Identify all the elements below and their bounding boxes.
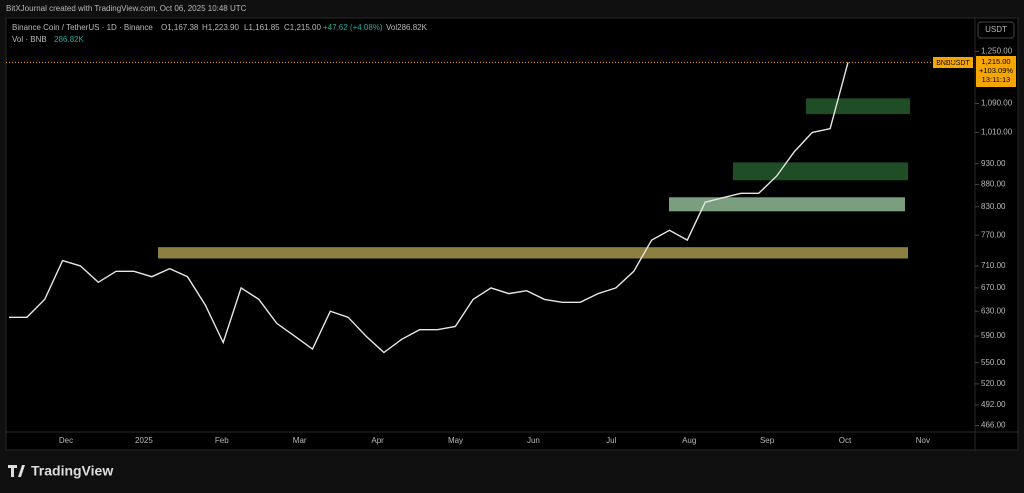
vol-label: Vol · BNB xyxy=(12,35,47,44)
y-tick-label: 590.00 xyxy=(981,331,1006,340)
y-tick-label: 466.00 xyxy=(981,421,1006,430)
y-tick-label: 670.00 xyxy=(981,283,1006,292)
volume: Vol286.82K xyxy=(386,23,428,32)
zone xyxy=(733,162,908,181)
x-tick-label: Sep xyxy=(760,436,775,445)
x-tick-label: Mar xyxy=(293,436,307,445)
price-tag-countdown: 13:11:13 xyxy=(982,75,1011,84)
ohlc-high: H1,223.90 xyxy=(202,23,239,32)
x-tick-label: Jul xyxy=(606,436,616,445)
y-tick-label: 770.00 xyxy=(981,230,1006,239)
x-tick-label: Aug xyxy=(682,436,696,445)
chart-panel xyxy=(5,17,1019,451)
tag-symbol-box xyxy=(933,57,973,68)
x-tick-label: May xyxy=(448,436,463,445)
x-tick-label: Dec xyxy=(59,436,73,445)
y-tick-label: 520.00 xyxy=(981,379,1006,388)
price-tag-change: +103.09% xyxy=(979,66,1013,75)
tag-symbol: BNBUSDT xyxy=(936,60,970,67)
y-tick-label: 492.00 xyxy=(981,400,1006,409)
change: +47.62 (+4.08%) xyxy=(323,23,383,32)
vol-value: 286.82K xyxy=(54,35,84,44)
y-tick-label: 830.00 xyxy=(981,202,1006,211)
x-tick-label: Oct xyxy=(839,436,852,445)
y-tick-label: 550.00 xyxy=(981,358,1006,367)
price-line xyxy=(9,62,849,354)
y-tick-label: 930.00 xyxy=(981,159,1006,168)
y-tick-label: 880.00 xyxy=(981,180,1006,189)
x-tick-label: Nov xyxy=(916,436,930,445)
ohlc-low: L1,161.85 xyxy=(244,23,280,32)
price-tag-box xyxy=(976,56,1016,87)
y-tick-label: 1,010.00 xyxy=(981,127,1013,136)
zone xyxy=(158,247,908,259)
x-tick-label: Jun xyxy=(527,436,540,445)
price-tag: 1,215.00 xyxy=(981,57,1010,66)
x-tick-label: Feb xyxy=(215,436,229,445)
zone xyxy=(669,197,905,212)
logo-icon xyxy=(8,465,25,477)
y-tick-label: 1,250.00 xyxy=(981,47,1013,56)
credit: BitXJournal created with TradingView.com… xyxy=(6,4,247,13)
y-tick-label: 710.00 xyxy=(981,261,1006,270)
zone xyxy=(806,98,910,115)
currency[interactable]: USDT xyxy=(985,25,1007,34)
logo: TradingView xyxy=(8,463,113,479)
x-tick-label: 2025 xyxy=(135,436,153,445)
currency-button[interactable] xyxy=(977,21,1015,39)
ohlc-open: O1,167.38 xyxy=(161,23,199,32)
y-tick-label: 1,090.00 xyxy=(981,99,1013,108)
x-tick-label: Apr xyxy=(371,436,384,445)
ohlc-close: C1,215.00 xyxy=(284,23,321,32)
symbol: Binance Coin / TetherUS · 1D · Binance xyxy=(12,23,153,32)
y-tick-label: 630.00 xyxy=(981,306,1006,315)
brand: TradingView xyxy=(31,463,113,479)
